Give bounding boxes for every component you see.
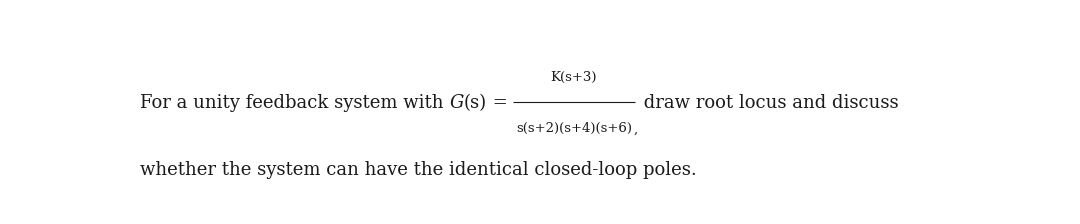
- Text: s(s+2)(s+4)(s+6): s(s+2)(s+4)(s+6): [516, 122, 632, 135]
- Text: draw root locus and discuss: draw root locus and discuss: [638, 94, 899, 112]
- Text: (s): (s): [464, 94, 487, 112]
- Text: For a unity feedback system with: For a unity feedback system with: [140, 94, 449, 112]
- Text: K(s+3): K(s+3): [551, 71, 597, 84]
- Text: =: =: [487, 94, 514, 112]
- Text: ,: ,: [634, 122, 638, 135]
- Text: G: G: [449, 94, 464, 112]
- Text: whether the system can have the identical closed-loop poles.: whether the system can have the identica…: [140, 161, 698, 179]
